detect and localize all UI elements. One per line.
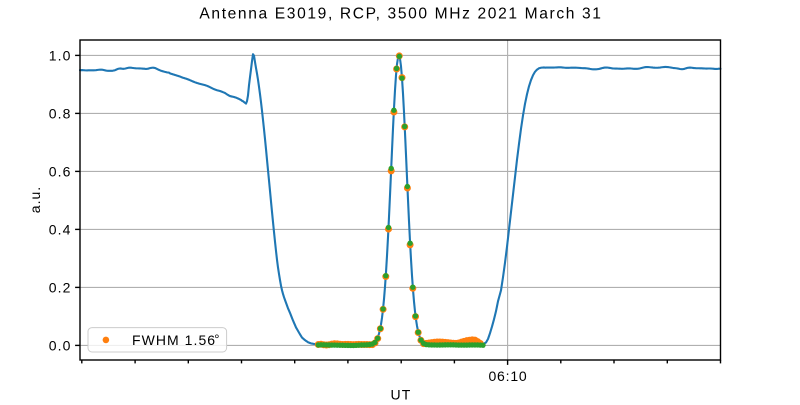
svg-text:0.2: 0.2 bbox=[49, 280, 72, 296]
svg-text:0.4: 0.4 bbox=[49, 222, 72, 238]
svg-text:Antenna E3019, RCP, 3500 MHz 2: Antenna E3019, RCP, 3500 MHz 2021 March … bbox=[199, 6, 602, 23]
svg-text:0.8: 0.8 bbox=[49, 106, 72, 122]
svg-text:06:10: 06:10 bbox=[488, 368, 527, 384]
svg-text:UT: UT bbox=[390, 387, 411, 400]
svg-text:°: ° bbox=[214, 332, 219, 347]
svg-text:1.0: 1.0 bbox=[49, 48, 72, 64]
svg-text:a.u.: a.u. bbox=[27, 186, 43, 213]
svg-text:0.6: 0.6 bbox=[49, 164, 72, 180]
svg-text:0.0: 0.0 bbox=[49, 338, 72, 354]
svg-text:FWHM 1.56: FWHM 1.56 bbox=[132, 332, 216, 348]
